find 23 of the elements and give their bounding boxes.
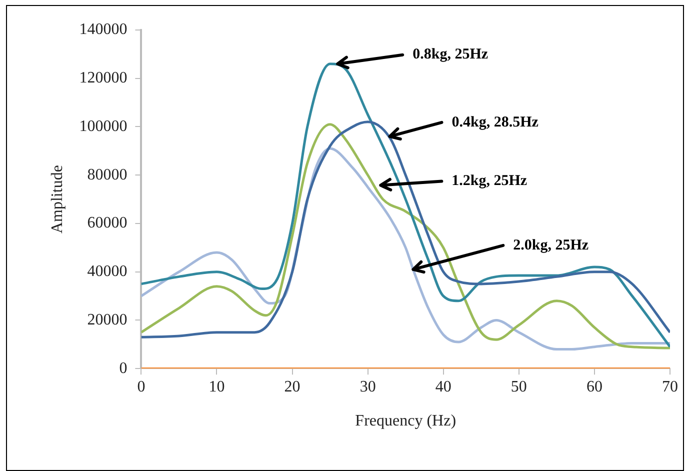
- x-tick-label: 40: [435, 378, 452, 396]
- y-axis-title: Amplitude: [48, 165, 66, 234]
- y-tick-label: 0: [119, 360, 128, 377]
- x-tick-label: 10: [208, 378, 225, 396]
- x-tick-label: 50: [510, 378, 527, 396]
- y-tick-label: 60000: [87, 214, 128, 232]
- y-tick-label: 20000: [87, 311, 128, 328]
- x-tick-label: 30: [360, 378, 376, 396]
- line-series: [141, 62, 670, 348]
- x-tick-label: 70: [662, 378, 678, 396]
- x-tick-label: 0: [137, 378, 146, 396]
- y-tick-label: 120000: [79, 70, 128, 87]
- x-axis-title: Frequency (Hz): [355, 412, 456, 430]
- annotation: 0.4kg, 28.5Hz: [452, 114, 539, 130]
- x-tick-label: 60: [586, 378, 602, 396]
- y-tick-label: 140000: [79, 21, 128, 38]
- y-tick-label: 80000: [87, 166, 128, 184]
- y-tick-label: 40000: [87, 263, 128, 280]
- annotation: 2.0kg, 25Hz: [513, 237, 589, 254]
- annotation: 0.8kg, 25Hz: [412, 46, 488, 63]
- y-tick-label: 100000: [79, 118, 128, 135]
- x-tick-label: 20: [284, 378, 300, 396]
- annotation: 1.2kg, 25Hz: [452, 173, 528, 190]
